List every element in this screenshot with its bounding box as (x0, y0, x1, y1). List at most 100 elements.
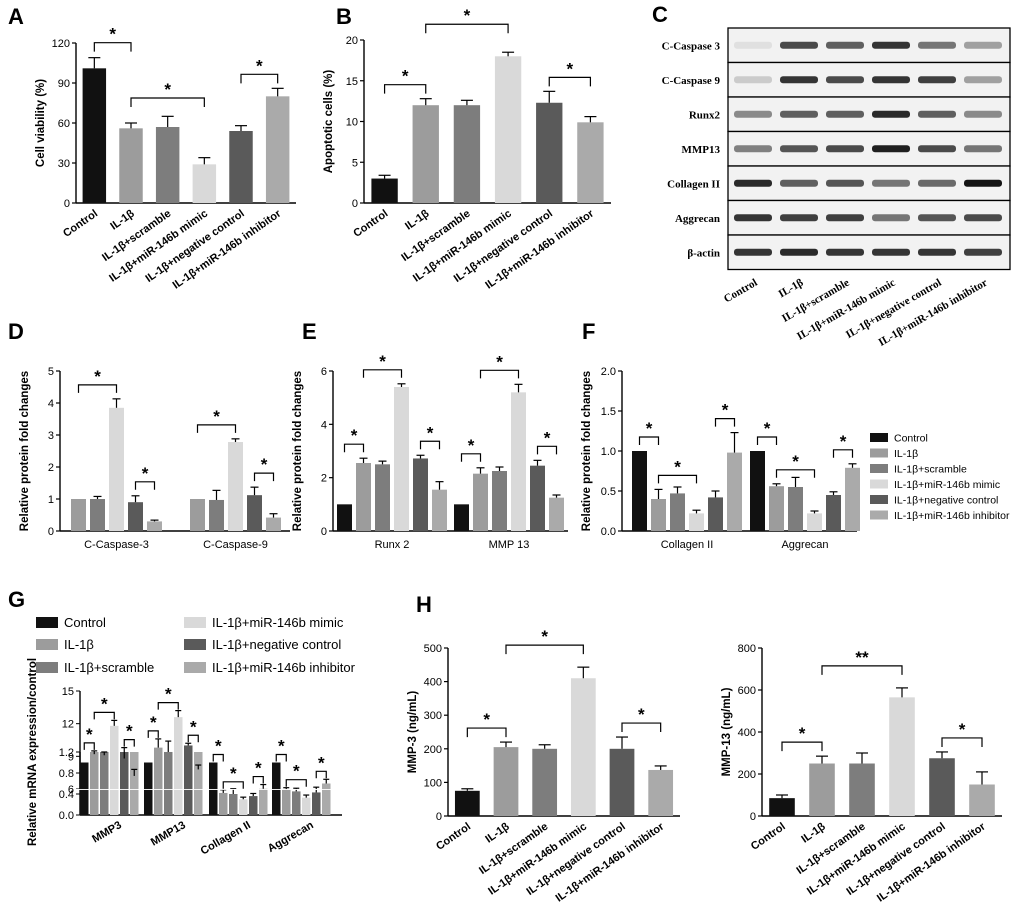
band (826, 76, 864, 84)
significance-label: * (959, 720, 966, 739)
bar (259, 788, 268, 815)
x-tick-label: IL-1β (403, 207, 432, 232)
panel-label: H (416, 592, 432, 617)
y-tick-label: 0 (64, 198, 70, 210)
bar (549, 497, 564, 531)
x-tick-label: Control (61, 208, 100, 240)
panel-d: 0 1 2 3 4 5 Relative protein fold changes C-Cas… (19, 366, 290, 551)
band (826, 110, 864, 118)
y-tick-label: 200 (424, 744, 442, 756)
panel-label: D (8, 319, 24, 344)
y-axis-label: MMP-3 (ng/mL) (407, 691, 419, 774)
blot-lane-label: Control (722, 277, 760, 306)
bar (110, 725, 119, 789)
significance-label: * (792, 452, 799, 471)
significance-bracket (383, 84, 427, 94)
y-tick-label: 0 (48, 526, 54, 538)
significance-bracket (222, 781, 244, 789)
bar (494, 56, 522, 203)
bar (530, 465, 545, 531)
panel-label: E (302, 319, 317, 344)
x-tick-label: Collagen II (661, 539, 714, 551)
bar (648, 769, 674, 816)
bar (969, 784, 995, 816)
bar (194, 769, 203, 789)
bar (454, 504, 469, 531)
y-tick-label: 60 (58, 118, 70, 130)
significance-label: * (674, 457, 681, 476)
significance-bracket (657, 474, 698, 484)
band (872, 41, 910, 49)
bar (371, 178, 398, 203)
blot-row (727, 165, 1011, 202)
significance-bracket (196, 424, 237, 433)
y-tick-label: 30 (58, 158, 70, 170)
y-axis-label: Cell viability (%) (35, 79, 47, 167)
y-tick-label: 0.0 (59, 810, 74, 822)
significance-label: * (142, 464, 149, 483)
significance-bracket (714, 418, 736, 427)
bar (209, 762, 218, 815)
x-tick-label: IL-1β+scramble (399, 208, 472, 264)
band (872, 145, 910, 153)
y-tick-label: 1.0 (601, 446, 616, 458)
band (964, 76, 1002, 84)
y-tick-label: 1.2 (59, 747, 74, 759)
y-tick-label: 5 (352, 157, 358, 169)
blot-row (727, 234, 1011, 271)
bar (889, 697, 915, 816)
blot-row (727, 61, 1011, 98)
legend-label: Control (64, 615, 106, 630)
significance-bracket (147, 730, 159, 738)
x-tick-label: C-Caspase-9 (203, 539, 268, 551)
bar (302, 797, 311, 815)
bar (788, 487, 803, 531)
significance-label: * (215, 737, 222, 756)
y-tick-label: 1.5 (601, 406, 616, 418)
bar (174, 717, 183, 789)
significance-bracket (362, 369, 403, 378)
bar (184, 745, 193, 789)
x-tick-label: C-Caspase-3 (84, 539, 149, 551)
band (826, 248, 864, 256)
bar (453, 105, 481, 203)
significance-bracket (130, 97, 205, 107)
legend-label: IL-1β+miR-146b inhibitor (212, 660, 356, 675)
significance-bracket (123, 739, 135, 747)
y-tick-label: 2.0 (601, 366, 616, 378)
y-tick-label: 20 (346, 35, 358, 47)
band (872, 214, 910, 222)
legend-swatch (184, 662, 206, 673)
y-axis-label: Apoptotic cells (%) (323, 70, 335, 174)
bar (322, 783, 331, 815)
bar (147, 521, 162, 531)
band (734, 248, 772, 256)
y-tick-label: 9 (68, 751, 74, 763)
bar (282, 789, 291, 815)
blot-label: Runx2 (689, 109, 721, 121)
significance-bracket (93, 42, 132, 52)
band (964, 179, 1002, 187)
bar (689, 513, 704, 531)
legend-label: Control (894, 433, 928, 445)
y-tick-label: 100 (424, 777, 442, 789)
bar (292, 791, 301, 815)
blot-label: MMP13 (682, 144, 721, 156)
bar (82, 68, 107, 203)
panel-h-left: 0 100 200 300 400 500 MMP-3 (ng/mL) Control IL-1… (407, 627, 680, 905)
significance-bracket (187, 734, 199, 743)
bar (100, 755, 109, 789)
bar (90, 754, 99, 789)
legend-label: IL-1β+negative control (212, 637, 341, 652)
significance-label: * (255, 759, 262, 778)
bar (71, 499, 86, 531)
panel-label: C (652, 2, 668, 27)
significance-bracket (252, 775, 264, 784)
significance-bracket (134, 481, 156, 490)
significance-bracket (419, 440, 441, 450)
band (918, 179, 956, 187)
bar (577, 122, 604, 203)
bar (493, 747, 519, 816)
significance-label: * (427, 423, 434, 442)
